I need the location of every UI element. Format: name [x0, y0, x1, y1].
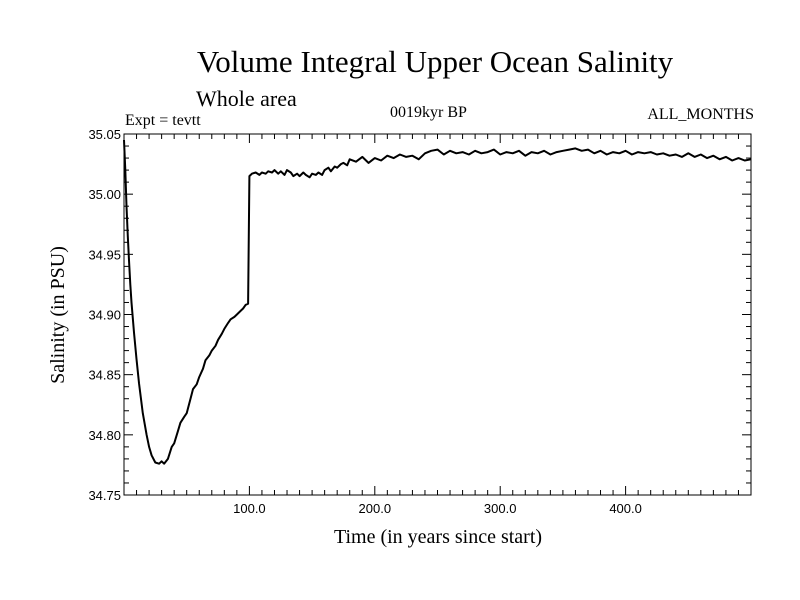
- x-axis-title: Time (in years since start): [334, 526, 542, 548]
- y-tick-label: 35.00: [88, 187, 121, 202]
- y-tick-label: 34.75: [88, 488, 121, 503]
- x-tick-label: 100.0: [233, 501, 266, 516]
- period-label: 0019kyr BP: [390, 104, 467, 121]
- chart-subtitle: Whole area: [196, 86, 297, 111]
- chart-title: Volume Integral Upper Ocean Salinity: [196, 44, 674, 79]
- y-tick-label: 34.85: [88, 368, 121, 383]
- salinity-series-line: [123, 139, 752, 465]
- y-axis-title: Salinity (in PSU): [47, 246, 69, 384]
- y-tick-label: 35.05: [88, 127, 121, 142]
- months-label: ALL_MONTHS: [647, 106, 754, 123]
- y-tick-label: 34.90: [88, 308, 121, 323]
- x-tick-label: 200.0: [359, 501, 392, 516]
- y-tick-label: 34.95: [88, 247, 121, 262]
- x-tick-label: 400.0: [609, 501, 642, 516]
- y-tick-label: 34.80: [88, 428, 121, 443]
- plot-frame: [123, 133, 752, 496]
- x-tick-label: 300.0: [484, 501, 517, 516]
- axis-tick-labels: 100.0 200.0 300.0 400.0 34.75 34.80 34.85 34.90…: [88, 127, 641, 516]
- experiment-label: Expt = tevtt: [125, 112, 201, 129]
- axis-ticks: [124, 134, 751, 495]
